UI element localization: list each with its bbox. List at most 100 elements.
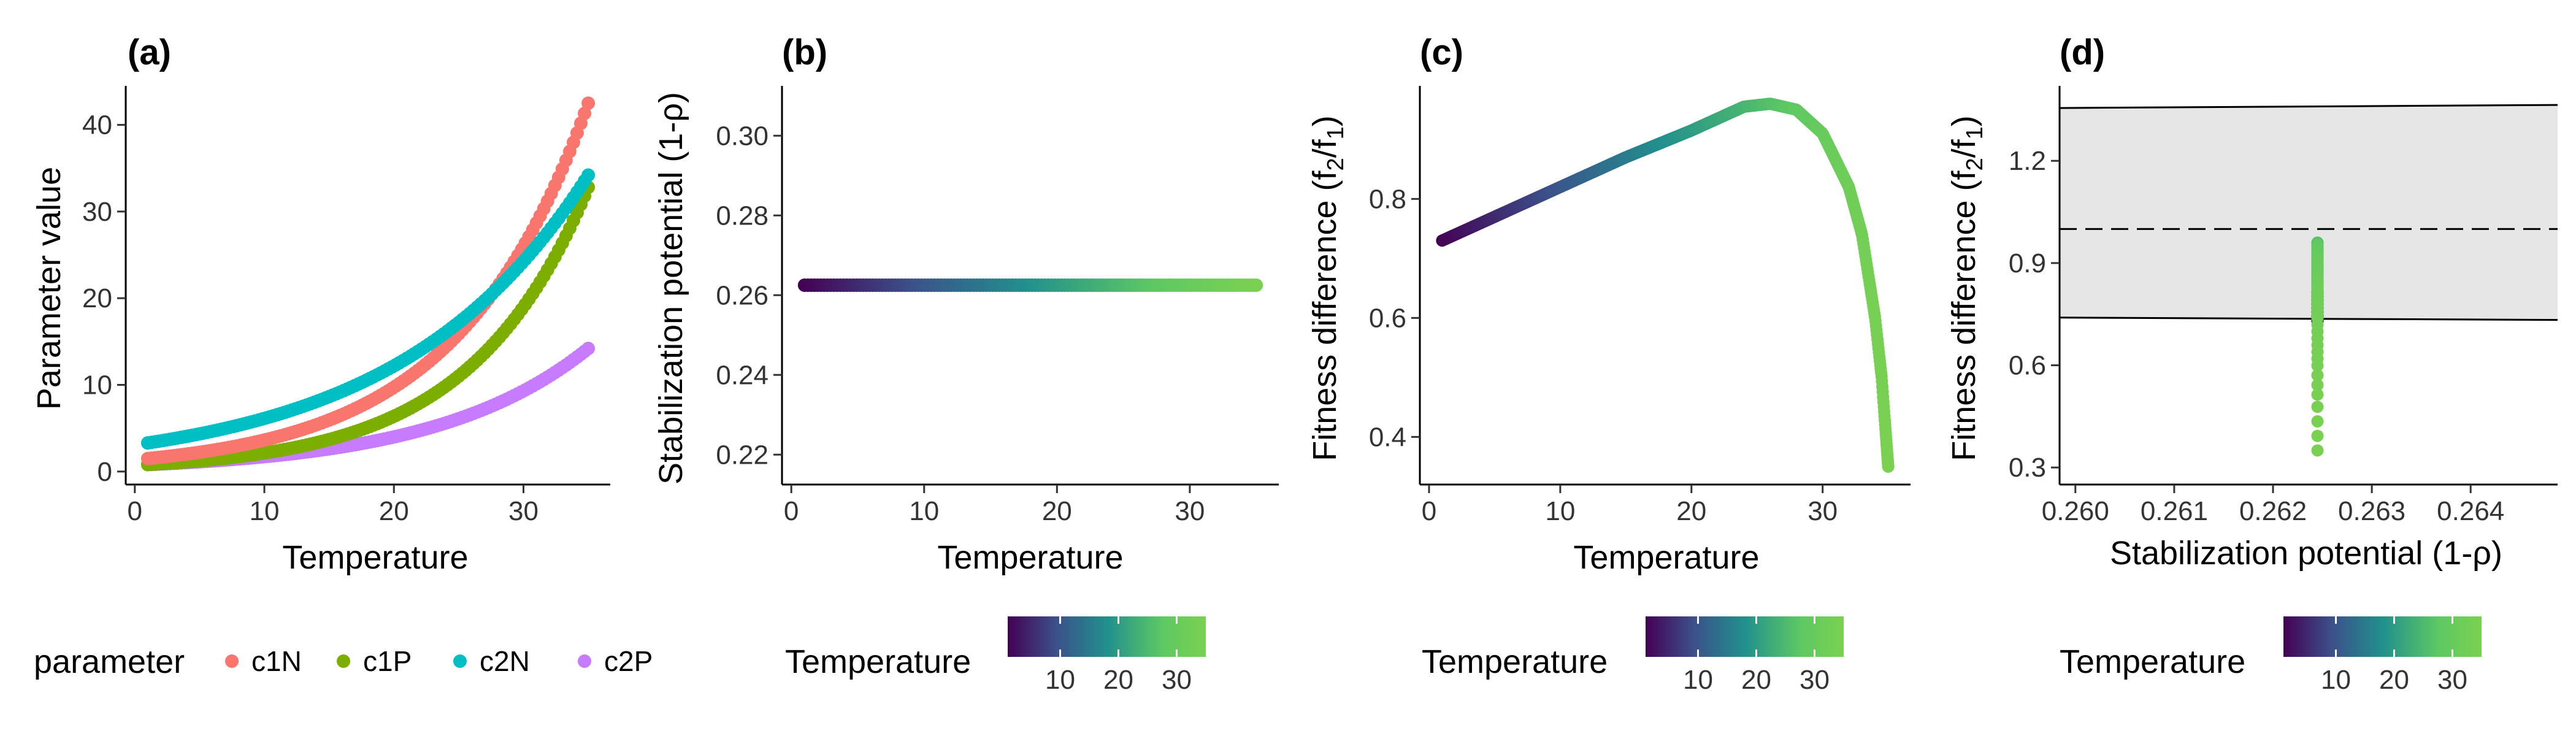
data-point [581, 168, 596, 182]
legend-temperature-c: Temperature 10 20 30 [1422, 616, 1844, 695]
x-tick-label: 10 [250, 496, 280, 526]
y-tick-label: 0 [98, 457, 112, 487]
data-point [2311, 429, 2324, 442]
y-tick-label: 0.3 [2009, 453, 2046, 483]
colorbar-tick-label: 30 [2437, 665, 2467, 695]
legend-label: c1N [251, 645, 302, 677]
x-tick-label: 0.261 [2141, 496, 2208, 526]
colorbar-tick-label: 10 [2321, 665, 2351, 695]
panel-label-c: (c) [1420, 33, 1463, 72]
legend-item-c2N: c2N [453, 645, 530, 677]
panel-a-xlabel: Temperature [282, 539, 468, 576]
y-tick-label: 0.22 [716, 440, 769, 470]
colorbar-tick-label: 30 [1800, 665, 1830, 695]
panel-label-d: (d) [2060, 33, 2105, 72]
legend-item-c1N: c1N [225, 645, 302, 677]
legend-temperature-b-title: Temperature [785, 643, 971, 680]
data-point [581, 96, 596, 110]
colorbar-tick-label: 20 [2379, 665, 2409, 695]
y-tick-label: 30 [82, 197, 112, 227]
panel-b-points [797, 278, 1263, 292]
x-tick-label: 30 [1175, 496, 1205, 526]
y-tick-label: 0.6 [2009, 351, 2046, 381]
legend-parameter: parameter c1N c1P c2N c2P [34, 643, 653, 680]
y-tick-label: 20 [82, 283, 112, 313]
x-tick-label: 0.262 [2239, 496, 2307, 526]
legend-temperature-d-title: Temperature [2060, 643, 2245, 680]
panel-a-axes: 0 10 20 30 0 10 20 30 40 [82, 86, 610, 526]
x-tick-label: 30 [508, 496, 539, 526]
panel-d-ylabel: Fitness difference (f2/f1) [1945, 115, 1988, 461]
panel-label-a: (a) [128, 33, 171, 72]
panel-d-xlabel: Stabilization potential (1-ρ) [2110, 535, 2502, 572]
legend-label: c2P [604, 645, 653, 677]
panel-c: (c) 0 10 20 30 0.4 0.6 0.8 Temperature Fitness… [1306, 33, 1911, 576]
panel-b-axes: 0 10 20 30 0.22 0.24 0.26 0.28 0.30 [716, 86, 1279, 526]
panel-a: (a) 0 10 20 30 0 10 20 30 40 Temperature Paramet… [31, 33, 610, 576]
panel-c-xlabel: Temperature [1573, 539, 1759, 576]
colorbar-tick-label: 20 [1741, 665, 1771, 695]
y-tick-label: 0.4 [1369, 422, 1406, 452]
x-tick-label: 0 [1422, 496, 1436, 526]
y-tick-label: 0.8 [1369, 184, 1406, 214]
panel-d: (d) 0.260 0.261 0.262 0.263 0.264 0.3 0.6 0.9 1.… [1945, 33, 2558, 572]
colorbar-c-ticks: 10 20 30 [1683, 616, 1830, 695]
colorbar-c [1646, 616, 1844, 657]
panel-d-points [2311, 236, 2324, 457]
panel-b-ylabel: Stabilization potential (1-ρ) [653, 92, 689, 485]
y-tick-label: 0.24 [716, 360, 769, 390]
y-tick-label: 1.2 [2009, 146, 2046, 176]
x-tick-label: 10 [1545, 496, 1575, 526]
colorbar-b-ticks: 10 20 30 [1045, 616, 1192, 695]
x-tick-label: 0 [784, 496, 799, 526]
x-tick-label: 0.264 [2437, 496, 2504, 526]
colorbar-tick-label: 10 [1683, 665, 1713, 695]
lower-boundary-line [2059, 316, 2558, 321]
y-tick-label: 0.26 [716, 280, 769, 310]
data-point [581, 342, 596, 356]
data-point [2311, 401, 2324, 413]
x-tick-label: 0.260 [2042, 496, 2109, 526]
panel-a-ylabel: Parameter value [31, 167, 67, 410]
panel-d-axes: 0.260 0.261 0.262 0.263 0.264 0.3 0.6 0.9 1.2 [2009, 86, 2558, 526]
x-tick-label: 0 [128, 496, 142, 526]
panel-b-xlabel: Temperature [937, 539, 1123, 576]
legend-item-c1P: c1P [337, 645, 412, 677]
y-tick-label: 0.30 [716, 121, 769, 151]
legend-swatch [337, 654, 350, 668]
legend-label: c2N [480, 645, 530, 677]
x-tick-label: 20 [379, 496, 409, 526]
x-tick-label: 10 [909, 496, 939, 526]
upper-boundary-line [2059, 104, 2558, 109]
legend-swatch [225, 654, 239, 668]
colorbar-d-ticks: 10 20 30 [2321, 616, 2467, 695]
colorbar-d [2283, 616, 2482, 657]
panel-c-points [1436, 98, 1895, 473]
legend-swatch [453, 654, 467, 668]
legend-temperature-d: Temperature 10 20 30 [2060, 616, 2482, 695]
data-point [2311, 388, 2324, 401]
colorbar-tick-label: 10 [1045, 665, 1075, 695]
colorbar-tick-label: 20 [1103, 665, 1133, 695]
data-point [2311, 415, 2324, 428]
colorbar-tick-label: 30 [1162, 665, 1192, 695]
data-point [578, 106, 592, 120]
legend-parameter-items: c1N c1P c2N c2P [225, 645, 653, 677]
legend-temperature-b: Temperature 10 20 30 [785, 616, 1206, 695]
legend-temperature-c-title: Temperature [1422, 643, 1608, 680]
panel-label-b: (b) [782, 33, 827, 72]
series-c1N [140, 96, 596, 466]
panel-a-points [140, 96, 596, 472]
panel-c-axes: 0 10 20 30 0.4 0.6 0.8 [1369, 86, 1911, 526]
data-point [1882, 460, 1895, 473]
panel-b: (b) 0 10 20 30 0.22 0.24 0.26 0.28 0.30 Temperat… [653, 33, 1279, 576]
x-tick-label: 30 [1807, 496, 1838, 526]
legend-label: c1P [363, 645, 412, 677]
legend-parameter-title: parameter [34, 643, 185, 680]
panel-c-ylabel: Fitness difference (f2/f1) [1306, 115, 1349, 461]
y-tick-label: 0.6 [1369, 303, 1406, 333]
data-point [2311, 444, 2324, 457]
x-tick-label: 20 [1676, 496, 1706, 526]
y-tick-label: 40 [82, 110, 112, 140]
